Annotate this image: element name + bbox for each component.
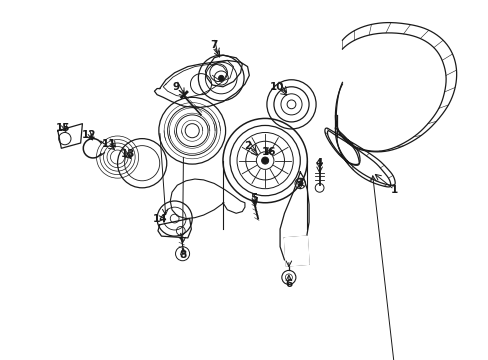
Circle shape: [261, 157, 268, 164]
Text: 4: 4: [315, 158, 323, 168]
Text: 1: 1: [390, 185, 397, 194]
Circle shape: [286, 100, 295, 109]
Polygon shape: [284, 236, 308, 266]
Text: 8: 8: [180, 251, 187, 261]
Text: 10: 10: [270, 82, 284, 92]
Text: 14: 14: [152, 213, 167, 224]
Text: 6: 6: [285, 279, 292, 289]
Text: 5: 5: [249, 193, 257, 203]
Text: 3: 3: [296, 179, 303, 188]
Text: 9: 9: [172, 82, 180, 92]
Text: 2: 2: [244, 141, 251, 150]
Circle shape: [218, 75, 224, 81]
Text: 16: 16: [261, 147, 275, 157]
Text: 15: 15: [56, 123, 70, 133]
Text: 11: 11: [102, 139, 116, 149]
Text: 12: 12: [82, 130, 97, 140]
Text: 13: 13: [121, 149, 135, 159]
Text: 7: 7: [210, 40, 218, 50]
